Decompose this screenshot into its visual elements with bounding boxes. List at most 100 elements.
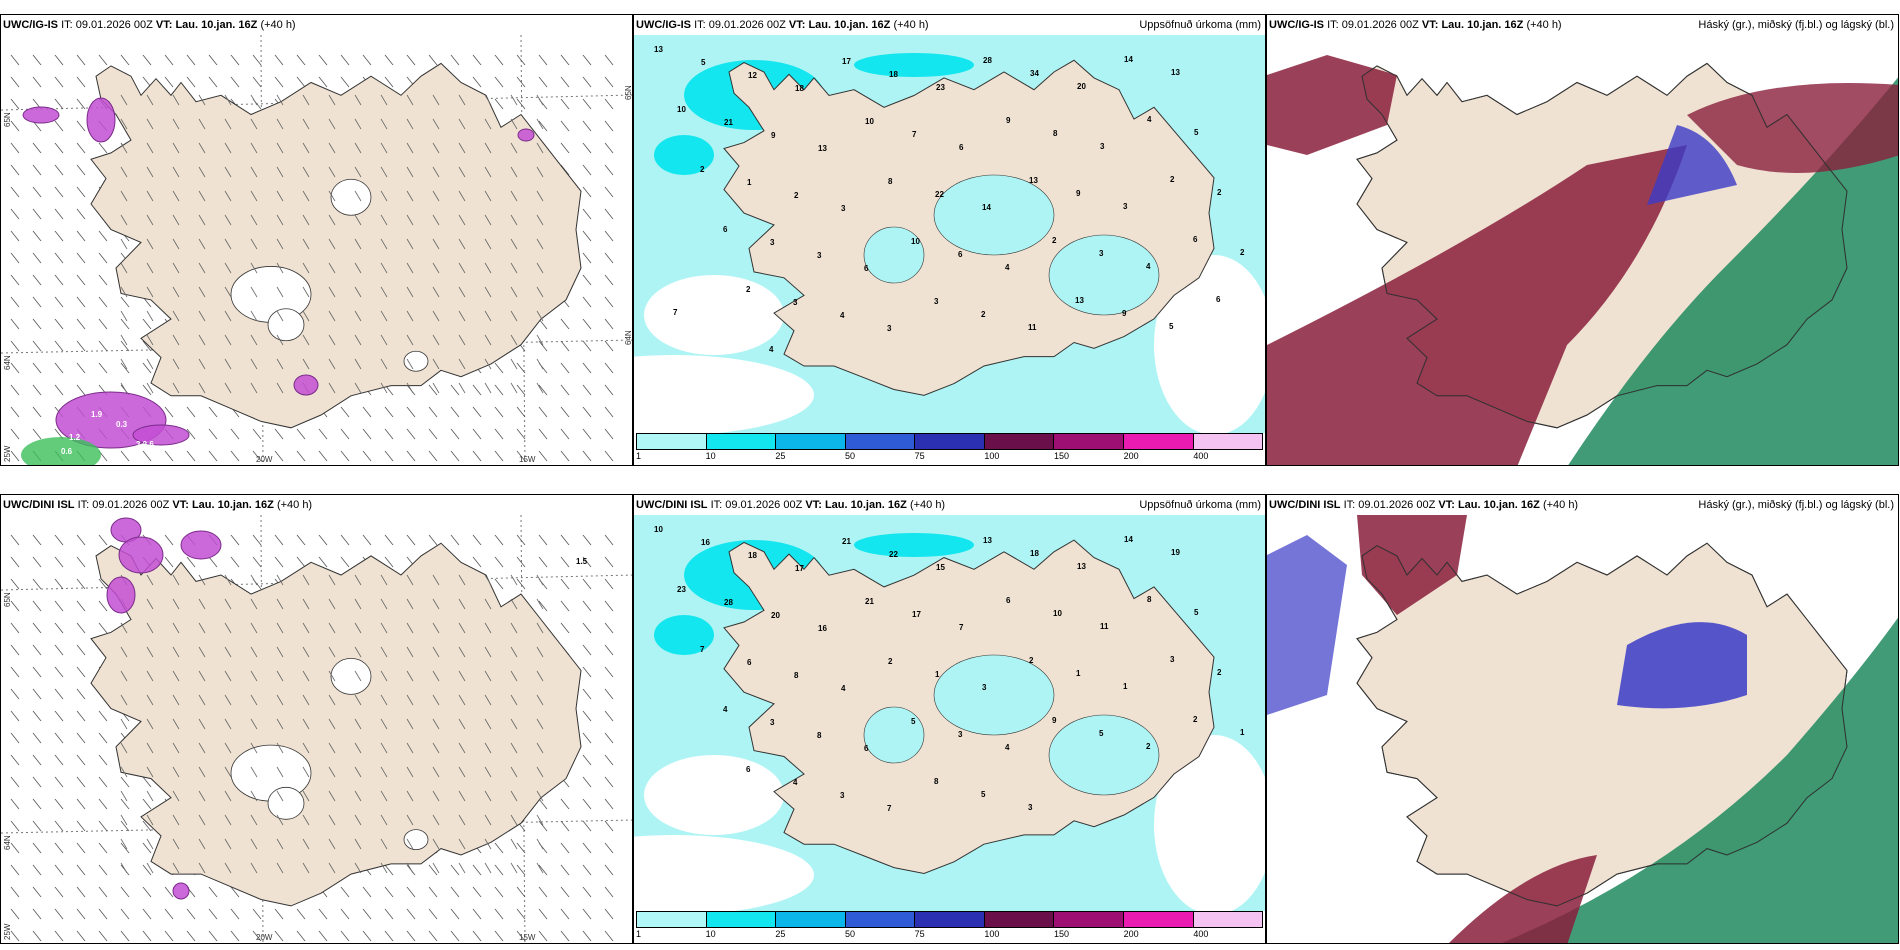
- wind-barb: [120, 54, 130, 66]
- wind-barb: [54, 556, 64, 568]
- wind-barb: [250, 358, 258, 370]
- wind-barb: [224, 646, 232, 658]
- wind-barb: [98, 54, 108, 66]
- wind-barb: [432, 598, 440, 610]
- wind-barb: [198, 286, 206, 298]
- wind-barb: [54, 384, 64, 396]
- wind-barb: [472, 534, 482, 546]
- wind-barb: [32, 186, 42, 198]
- wind-barb: [250, 382, 258, 394]
- wind-barb: [340, 556, 350, 568]
- gust-area: [22, 106, 60, 124]
- map-canvas: [1267, 515, 1898, 943]
- wind-barb: [250, 286, 258, 298]
- wind-barb: [318, 930, 328, 942]
- wind-barb: [296, 450, 306, 462]
- precip-amount-label: 14: [1124, 535, 1133, 544]
- wind-barb: [146, 574, 154, 586]
- wind-barb: [32, 820, 42, 832]
- wind-barb: [54, 76, 64, 88]
- model-name: UWC/IG-IS: [3, 19, 58, 31]
- wind-barb: [510, 598, 518, 610]
- wind-barb: [302, 286, 310, 298]
- precip-amount-label: 3: [1100, 142, 1105, 151]
- wind-barb: [120, 94, 128, 106]
- wind-barb: [32, 340, 42, 352]
- precip-amount-label: 13: [1077, 562, 1086, 571]
- wind-barb: [98, 754, 108, 766]
- wind-barb: [10, 98, 20, 110]
- wind-barb: [538, 886, 548, 898]
- wind-barb: [494, 384, 504, 396]
- wind-barb: [120, 820, 130, 832]
- wind-barb: [10, 886, 20, 898]
- wind-barb: [302, 166, 310, 178]
- wind-barb: [76, 908, 86, 920]
- precip-over-land: [933, 174, 1055, 256]
- wind-barb: [494, 406, 504, 418]
- wind-barb: [604, 600, 614, 612]
- wind-barb: [32, 54, 42, 66]
- precip-amount-label: 5: [981, 790, 986, 799]
- wind-barb: [250, 790, 258, 802]
- wind-barb: [538, 120, 548, 132]
- wind-barb: [380, 118, 388, 130]
- precip-amount-label: 18: [795, 84, 804, 93]
- init-time: 09.01.2026 00Z: [1358, 499, 1436, 511]
- wind-barb: [328, 214, 336, 226]
- wind-barb: [354, 670, 362, 682]
- map-canvas: [1, 34, 632, 465]
- wind-barb: [32, 164, 42, 176]
- wind-barb: [582, 776, 592, 788]
- wind-barb: [302, 574, 310, 586]
- mid-cloud: [1647, 125, 1737, 205]
- wind-barb: [604, 142, 614, 154]
- wind-barb: [76, 864, 86, 876]
- wind-barb: [432, 694, 440, 706]
- wind-barb: [120, 340, 130, 352]
- precip-amount-label: 3: [1170, 655, 1175, 664]
- dry-area: [644, 755, 784, 835]
- wind-barb: [252, 54, 262, 66]
- wind-barb: [560, 886, 570, 898]
- wind-barb: [380, 670, 388, 682]
- wind-barb: [384, 54, 394, 66]
- wind-barb: [250, 646, 258, 658]
- wind-barb: [328, 694, 336, 706]
- wind-barb: [198, 262, 206, 274]
- wind-barb: [198, 598, 206, 610]
- wind-barb: [560, 842, 570, 854]
- precip-amount-label: 1: [1076, 669, 1081, 678]
- wind-barb: [536, 286, 544, 298]
- wind-barb: [10, 710, 20, 722]
- model-name: UWC/DINI ISL: [1269, 499, 1341, 511]
- wind-barb: [582, 688, 592, 700]
- wind-barb: [406, 94, 414, 106]
- wind-barb: [252, 450, 262, 462]
- wind-barb: [120, 742, 128, 754]
- wind-barb: [380, 622, 388, 634]
- lead-time: (+40 h): [260, 19, 296, 31]
- panel-header: UWC/DINI ISL IT: 09.01.2026 00Z VT: Lau.…: [1267, 495, 1898, 515]
- wind-barb: [302, 694, 310, 706]
- wind-barb: [172, 574, 180, 586]
- iceland-landmass: [90, 62, 582, 429]
- wind-barb: [276, 166, 284, 178]
- wind-barb: [208, 54, 218, 66]
- wind-barb: [472, 406, 482, 418]
- wind-barb: [494, 450, 504, 462]
- wind-barb: [198, 574, 206, 586]
- precip-amount-label: 13: [1029, 176, 1038, 185]
- panel-title: Háský (gr.), miðský (fj.bl.) og lágský (…: [1698, 499, 1894, 511]
- wind-barb: [354, 358, 362, 370]
- panel-header: UWC/IG-IS IT: 09.01.2026 00Z VT: Lau. 10…: [1, 15, 632, 35]
- wind-barb: [406, 646, 414, 658]
- wind-barb: [484, 286, 492, 298]
- wind-barb: [380, 334, 388, 346]
- wind-barb: [340, 76, 350, 88]
- wind-barb: [604, 98, 614, 110]
- wind-barb: [54, 362, 64, 374]
- valid-time: Lau. 10.jan. 16Z: [824, 499, 907, 511]
- wind-barb: [484, 814, 492, 826]
- wind-barb: [484, 742, 492, 754]
